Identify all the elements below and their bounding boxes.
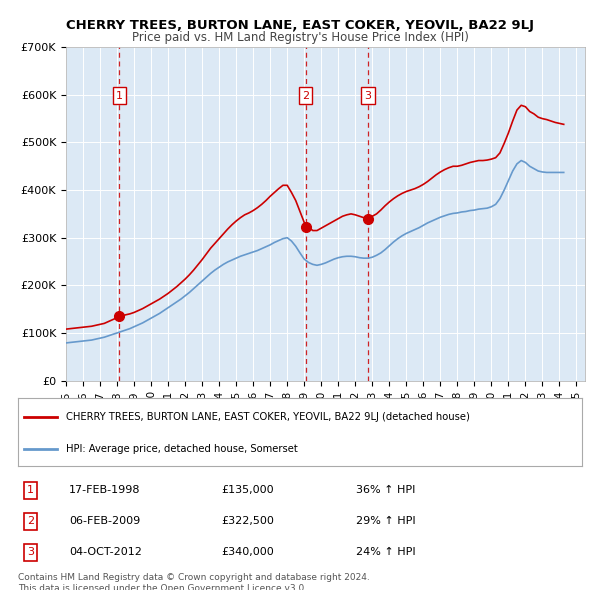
Text: Price paid vs. HM Land Registry's House Price Index (HPI): Price paid vs. HM Land Registry's House …: [131, 31, 469, 44]
Text: 24% ↑ HPI: 24% ↑ HPI: [356, 548, 416, 558]
Text: 1: 1: [27, 486, 34, 495]
Text: 3: 3: [365, 90, 371, 100]
Text: 2: 2: [302, 90, 310, 100]
Text: 2: 2: [27, 516, 34, 526]
Text: £322,500: £322,500: [221, 516, 274, 526]
Text: 1: 1: [116, 90, 123, 100]
Text: 3: 3: [27, 548, 34, 558]
Text: 29% ↑ HPI: 29% ↑ HPI: [356, 516, 416, 526]
Text: HPI: Average price, detached house, Somerset: HPI: Average price, detached house, Some…: [66, 444, 298, 454]
Text: 04-OCT-2012: 04-OCT-2012: [69, 548, 142, 558]
Text: 06-FEB-2009: 06-FEB-2009: [69, 516, 140, 526]
Text: £135,000: £135,000: [221, 486, 274, 495]
Text: 17-FEB-1998: 17-FEB-1998: [69, 486, 140, 495]
Text: Contains HM Land Registry data © Crown copyright and database right 2024.
This d: Contains HM Land Registry data © Crown c…: [18, 573, 370, 590]
Text: CHERRY TREES, BURTON LANE, EAST COKER, YEOVIL, BA22 9LJ (detached house): CHERRY TREES, BURTON LANE, EAST COKER, Y…: [66, 412, 470, 422]
Text: 36% ↑ HPI: 36% ↑ HPI: [356, 486, 416, 495]
Text: CHERRY TREES, BURTON LANE, EAST COKER, YEOVIL, BA22 9LJ: CHERRY TREES, BURTON LANE, EAST COKER, Y…: [66, 19, 534, 32]
Text: £340,000: £340,000: [221, 548, 274, 558]
